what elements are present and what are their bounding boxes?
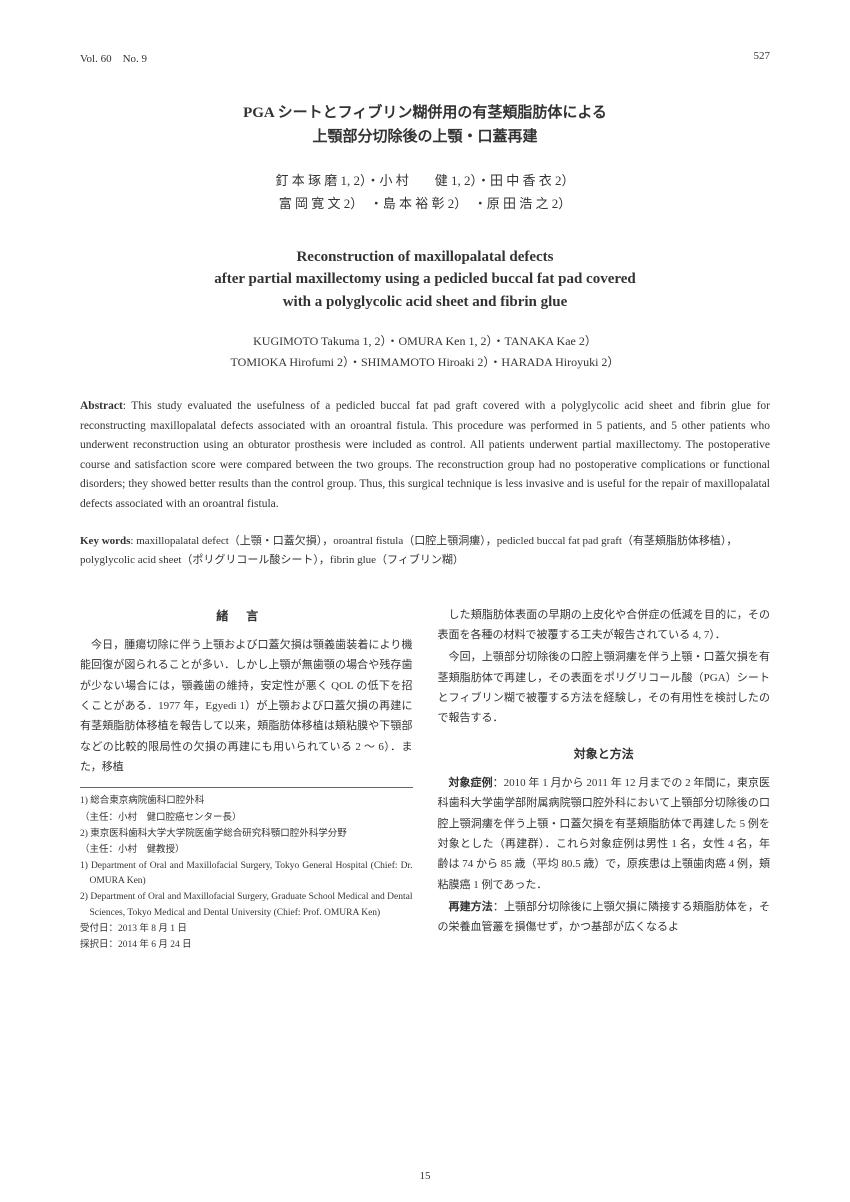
methods-paragraph-1: 対象症例：2010 年 1 月から 2011 年 12 月までの 2 年間に，東… (438, 773, 771, 895)
title-en-line1: Reconstruction of maxillopalatal defects (80, 246, 770, 269)
authors-en-line2: TOMIOKA Hirofumi 2）・SHIMAMOTO Hiroaki 2）… (80, 352, 770, 372)
footnote-1b: （主任：小村 健口腔癌センター長） (80, 811, 413, 826)
methods-p1-text: ：2010 年 1 月から 2011 年 12 月までの 2 年間に，東京医科歯… (438, 777, 771, 891)
footnote-2: 2) 東京医科歯科大学大学院医歯学総合研究科顎口腔外科学分野 (80, 827, 413, 842)
authors-english: KUGIMOTO Takuma 1, 2）・OMURA Ken 1, 2）・TA… (80, 331, 770, 372)
methods-p2-label: 再建方法 (449, 901, 493, 913)
authors-en-line1: KUGIMOTO Takuma 1, 2）・OMURA Ken 1, 2）・TA… (80, 331, 770, 351)
right-column: した頬脂肪体表面の早期の上皮化や合併症の低減を目的に，その表面を各種の材料で被覆… (438, 605, 771, 954)
intro-heading: 緒言 (80, 605, 413, 627)
page-header: Vol. 60 No. 9 527 (80, 50, 770, 66)
methods-heading: 対象と方法 (438, 743, 771, 765)
body-columns: 緒言 今日，腫瘍切除に伴う上顎および口蓋欠損は顎義歯装着により機能回復が図られる… (80, 605, 770, 954)
keywords-label: Key words (80, 535, 130, 547)
col2-paragraph-2: 今回，上顎部分切除後の口腔上顎洞瘻を伴う上顎・口蓋欠損を有茎頬脂肪体で再建し，そ… (438, 647, 771, 728)
abstract-text: : This study evaluated the usefulness of… (80, 400, 770, 510)
methods-p1-label: 対象症例 (449, 777, 493, 789)
abstract-block: Abstract: This study evaluated the usefu… (80, 397, 770, 514)
footnote-accepted: 採択日：2014 年 6 月 24 日 (80, 938, 413, 953)
footnote-2b: （主任：小村 健教授） (80, 843, 413, 858)
title-english: Reconstruction of maxillopalatal defects… (80, 246, 770, 314)
footnote-4: 2) Department of Oral and Maxillofacial … (80, 890, 413, 920)
footnotes: 1) 総合東京病院歯科口腔外科 （主任：小村 健口腔癌センター長） 2) 東京医… (80, 794, 413, 953)
page-number: 15 (420, 1170, 431, 1182)
keywords-text: : maxillopalatal defect（上顎・口蓋欠損），oroantr… (80, 535, 737, 566)
footnote-1: 1) 総合東京病院歯科口腔外科 (80, 794, 413, 809)
methods-paragraph-2: 再建方法：上顎部分切除後に上顎欠損に隣接する頬脂肪体を，その栄養血管叢を損傷せず… (438, 897, 771, 938)
footnote-received: 受付日：2013 年 8 月 1 日 (80, 922, 413, 937)
keywords-block: Key words: maxillopalatal defect（上顎・口蓋欠損… (80, 532, 770, 569)
title-jp-line2: 上顎部分切除後の上顎・口蓋再建 (80, 125, 770, 149)
footnote-divider (80, 787, 413, 788)
authors-jp-line2: 富 岡 寛 文 2） ・島 本 裕 彰 2） ・原 田 浩 之 2） (80, 192, 770, 215)
title-en-line3: with a polyglycolic acid sheet and fibri… (80, 291, 770, 314)
left-column: 緒言 今日，腫瘍切除に伴う上顎および口蓋欠損は顎義歯装着により機能回復が図られる… (80, 605, 413, 954)
abstract-label: Abstract (80, 400, 123, 412)
authors-jp-line1: 釘 本 琢 磨 1, 2）・小 村 健 1, 2）・田 中 香 衣 2） (80, 169, 770, 192)
title-japanese: PGA シートとフィブリン糊併用の有茎頬脂肪体による 上顎部分切除後の上顎・口蓋… (80, 101, 770, 149)
volume-label: Vol. 60 No. 9 (80, 50, 147, 66)
authors-japanese: 釘 本 琢 磨 1, 2）・小 村 健 1, 2）・田 中 香 衣 2） 富 岡… (80, 169, 770, 216)
col2-paragraph-1: した頬脂肪体表面の早期の上皮化や合併症の低減を目的に，その表面を各種の材料で被覆… (438, 605, 771, 646)
title-en-line2: after partial maxillectomy using a pedic… (80, 268, 770, 291)
footnote-3: 1) Department of Oral and Maxillofacial … (80, 859, 413, 889)
intro-paragraph-1: 今日，腫瘍切除に伴う上顎および口蓋欠損は顎義歯装着により機能回復が図られることが… (80, 635, 413, 777)
title-jp-line1: PGA シートとフィブリン糊併用の有茎頬脂肪体による (80, 101, 770, 125)
page-label: 527 (754, 50, 771, 66)
